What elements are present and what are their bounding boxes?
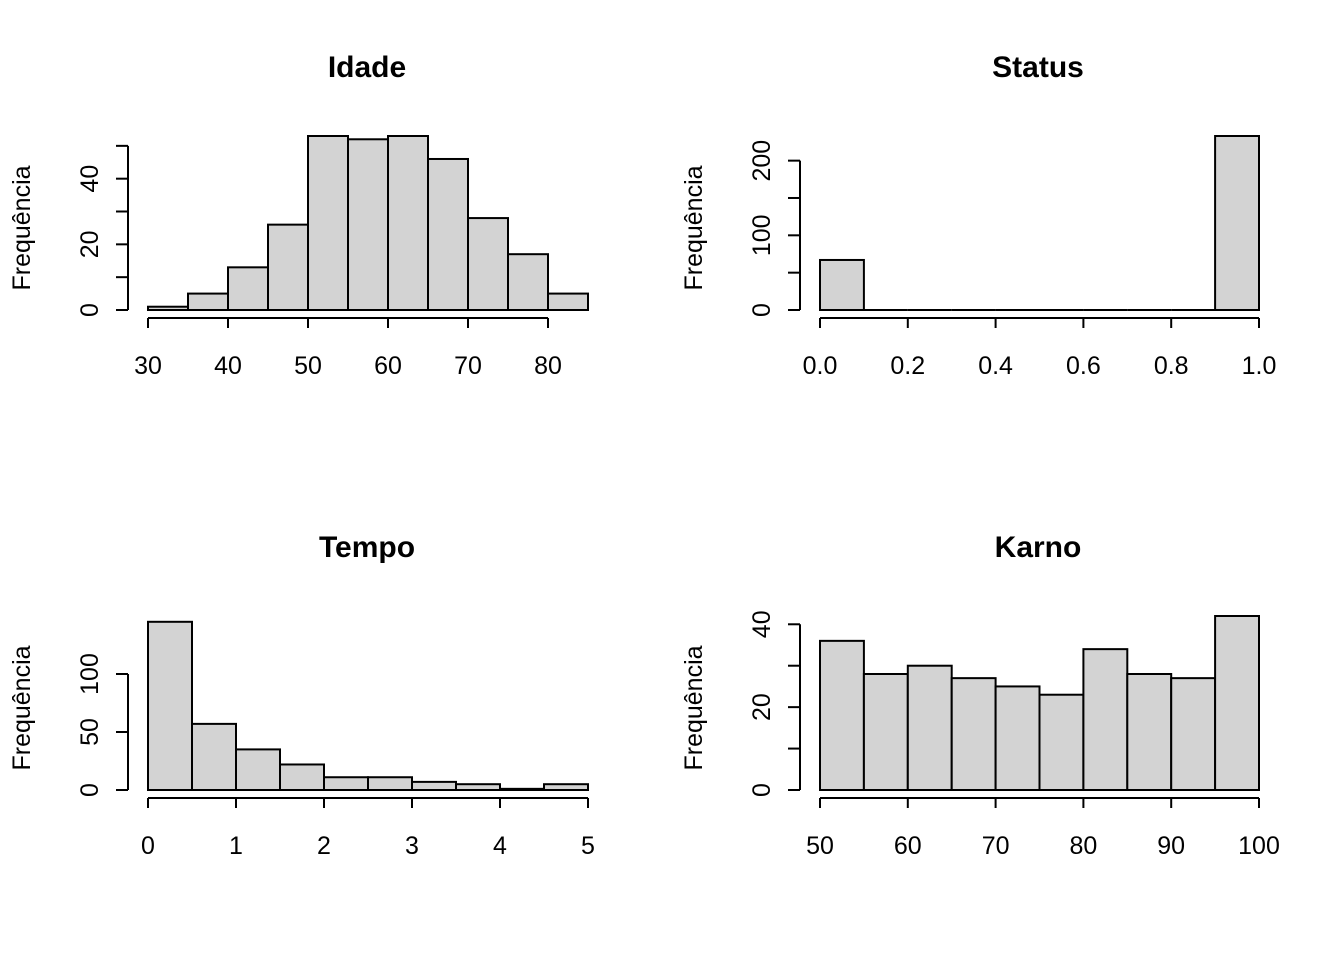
histogram-bar — [1038, 693, 1085, 792]
x-tick-label: 80 — [534, 352, 562, 380]
histogram-bar — [507, 253, 549, 311]
histogram-bar — [411, 780, 457, 792]
y-tick-label: 20 — [748, 693, 776, 721]
x-tick-label: 90 — [1157, 832, 1185, 860]
histogram-bar — [1214, 135, 1260, 311]
histogram-bar — [347, 138, 389, 311]
y-tick-label: 200 — [748, 140, 776, 182]
x-tick-label: 30 — [134, 352, 162, 380]
x-tick-label: 60 — [894, 832, 922, 860]
histogram-bar — [227, 266, 269, 311]
y-tick-label: 100 — [76, 653, 104, 695]
y-axis-label: Frequência — [680, 645, 708, 770]
panel-status: Status Frequência 0.0 0.2 0.4 0.6 0.8 1.0 0 100 20… — [680, 51, 1276, 380]
x-tick-label: 4 — [493, 832, 507, 860]
histogram-bar — [862, 673, 909, 791]
histogram-bar — [367, 776, 413, 791]
x-tick-label: 2 — [317, 832, 331, 860]
histogram-bar — [1126, 673, 1173, 791]
histogram-bar — [279, 763, 325, 791]
x-tick-label: 50 — [294, 352, 322, 380]
y-tick-label: 0 — [748, 303, 776, 317]
histogram-bar — [1082, 648, 1129, 792]
chart-title: Idade — [328, 51, 406, 84]
x-tick-label: 0.4 — [978, 352, 1013, 380]
histogram-bar — [387, 135, 429, 311]
x-tick-label: 60 — [374, 352, 402, 380]
x-tick-label: 0 — [141, 832, 155, 860]
chart-title: Karno — [995, 531, 1082, 564]
y-tick-label: 50 — [76, 718, 104, 746]
histogram-bar — [819, 639, 865, 791]
panel-karno: Karno Frequência 50 60 70 80 90 100 0 20 40 — [680, 531, 1280, 860]
x-tick-label: 50 — [806, 832, 834, 860]
histogram-bar — [455, 783, 501, 792]
x-tick-label: 100 — [1238, 832, 1280, 860]
histogram-bar — [147, 305, 189, 311]
x-tick-label: 0.6 — [1066, 352, 1101, 380]
x-tick-label: 5 — [581, 832, 595, 860]
y-tick-label: 0 — [76, 783, 104, 797]
y-tick-label: 40 — [748, 610, 776, 638]
y-tick-label: 100 — [748, 214, 776, 256]
y-tick-label: 0 — [76, 303, 104, 317]
x-tick-label: 0.2 — [890, 352, 925, 380]
x-tick-label: 1.0 — [1242, 352, 1277, 380]
x-tick-label: 1 — [229, 832, 243, 860]
histogram-bar — [1170, 677, 1217, 792]
histogram-bar — [187, 292, 229, 311]
histogram-bar — [267, 223, 309, 311]
histogram-bar — [307, 135, 349, 311]
histogram-bar — [547, 292, 589, 311]
histogram-bar — [499, 787, 545, 792]
x-tick-label: 0.8 — [1154, 352, 1189, 380]
x-tick-label: 0.0 — [803, 352, 838, 380]
histogram-bar — [819, 258, 865, 312]
histogram-bar — [235, 748, 281, 792]
y-tick-label: 20 — [76, 230, 104, 258]
histogram-bar — [906, 664, 953, 792]
chart-title: Tempo — [319, 531, 415, 564]
x-tick-label: 3 — [405, 832, 419, 860]
y-tick-label: 0 — [748, 783, 776, 797]
x-tick-label: 70 — [454, 352, 482, 380]
histogram-bar — [543, 783, 589, 792]
y-tick-label: 40 — [76, 165, 104, 193]
panel-idade: Idade Frequência 30 40 50 60 70 80 0 20 40 — [8, 51, 589, 380]
histogram-bar — [147, 620, 193, 791]
y-axis-label: Frequência — [680, 165, 708, 290]
histogram-bar — [467, 217, 509, 311]
y-axis-label: Frequência — [8, 645, 36, 770]
histogram-bar — [950, 677, 997, 792]
x-tick-label: 70 — [982, 832, 1010, 860]
y-axis-label: Frequência — [8, 165, 36, 290]
histogram-bar — [994, 685, 1041, 792]
histogram-bar — [427, 157, 469, 311]
histogram-bar — [323, 776, 369, 791]
histogram-bar — [191, 722, 237, 792]
x-tick-label: 80 — [1069, 832, 1097, 860]
histogram-bar — [1214, 615, 1260, 791]
x-tick-label: 40 — [214, 352, 242, 380]
chart-title: Status — [992, 51, 1084, 84]
